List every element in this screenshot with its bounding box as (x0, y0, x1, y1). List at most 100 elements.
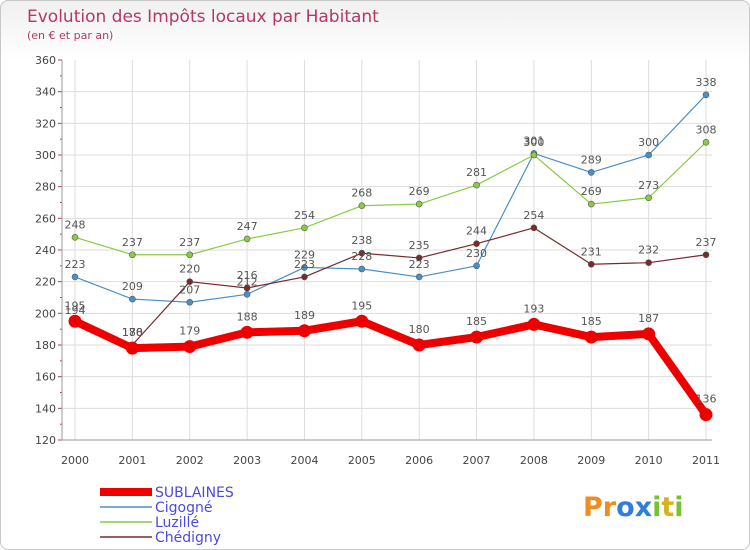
data-label: 216 (237, 269, 258, 282)
data-point (473, 240, 480, 247)
data-label: 254 (294, 209, 315, 222)
legend-label: SUBLAINES (155, 485, 234, 501)
legend-label: Cigogné (155, 500, 213, 516)
data-point (470, 330, 484, 344)
logo-letter: i (674, 492, 683, 523)
y-tick-label: 120 (35, 434, 56, 447)
x-tick-label: 2001 (118, 454, 146, 467)
data-point (645, 194, 652, 202)
data-label: 244 (466, 225, 487, 238)
data-label: 228 (351, 250, 372, 263)
data-label: 220 (179, 263, 200, 276)
data-point (301, 224, 308, 232)
legend-label: Chédigny (155, 530, 221, 546)
data-point (412, 338, 426, 352)
logo-letter: x (635, 492, 652, 523)
data-label: 268 (351, 187, 372, 200)
data-point (301, 273, 308, 281)
x-tick-label: 2007 (463, 454, 491, 467)
data-point (527, 317, 541, 331)
data-point (702, 251, 710, 259)
data-label: 187 (638, 312, 659, 325)
data-label: 179 (179, 325, 200, 338)
y-tick-label: 180 (35, 339, 56, 352)
data-label: 188 (237, 310, 258, 323)
x-tick-label: 2011 (692, 454, 720, 467)
data-label: 223 (65, 258, 86, 271)
data-point (243, 284, 251, 292)
data-point (587, 260, 595, 268)
data-labels: 223 209 207 212 229 228 223 230 301 289 300 338 248 2… (65, 76, 717, 406)
data-label: 289 (581, 153, 602, 166)
data-label: 195 (351, 299, 372, 312)
data-point (587, 169, 595, 176)
data-label: 223 (409, 258, 430, 271)
x-tick-label: 2004 (290, 454, 318, 467)
data-point (358, 202, 366, 209)
data-point (645, 259, 652, 266)
data-point (240, 325, 254, 339)
data-point (125, 341, 139, 355)
data-point (702, 139, 710, 146)
data-label: 189 (294, 309, 315, 322)
data-point (68, 314, 82, 328)
data-point (473, 181, 480, 189)
data-point (473, 262, 480, 270)
data-point (415, 200, 423, 208)
logo-letter: i (652, 492, 661, 523)
data-point (71, 234, 79, 241)
data-point (642, 327, 656, 341)
data-label: 248 (65, 218, 86, 231)
data-point (129, 295, 136, 303)
data-label: 223 (294, 258, 315, 271)
y-tick-label: 140 (35, 402, 56, 415)
logo-letter: t (661, 492, 674, 523)
y-tick-label: 280 (35, 181, 56, 194)
data-point (129, 251, 136, 259)
data-label: 185 (581, 315, 602, 328)
y-tick-label: 160 (35, 371, 56, 384)
data-point (186, 298, 194, 306)
logo-letter: P (583, 492, 603, 523)
data-label: 308 (696, 123, 717, 136)
series-line-cigogné (74, 94, 707, 303)
data-point (358, 249, 366, 257)
data-point (702, 91, 710, 99)
data-label: 247 (237, 220, 258, 233)
logo-letter: o (616, 492, 635, 523)
data-point (415, 254, 423, 262)
x-tick-label: 2009 (577, 454, 605, 467)
proxiti-logo: Proxiti (583, 492, 684, 523)
data-label: 180 (122, 326, 143, 339)
x-tick-label: 2002 (176, 454, 204, 467)
x-tick-label: 2005 (348, 454, 376, 467)
data-label: 254 (523, 209, 544, 222)
series-line-chédigny (74, 227, 707, 346)
data-point (699, 408, 713, 422)
chart-subtitle: (en € et par an) (27, 29, 113, 42)
data-label: 231 (581, 245, 602, 258)
data-label: 273 (638, 179, 659, 192)
series-line-luzillé (74, 141, 707, 256)
x-tick-label: 2006 (405, 454, 433, 467)
series-line-sublaines (71, 317, 710, 419)
x-tick-label: 2010 (635, 454, 663, 467)
data-label: 238 (351, 234, 372, 247)
series (68, 91, 713, 422)
data-point (645, 151, 652, 159)
data-point (183, 340, 197, 354)
x-tick-label: 2000 (61, 454, 89, 467)
y-tick-label: 300 (35, 149, 56, 162)
data-label: 185 (466, 315, 487, 328)
data-label: 301 (523, 134, 544, 147)
data-point (186, 278, 194, 285)
y-tick-label: 220 (35, 276, 56, 289)
data-label: 269 (409, 185, 430, 198)
data-point (243, 291, 251, 298)
y-tick-label: 240 (35, 244, 56, 257)
data-label: 300 (523, 136, 544, 149)
data-label: 195 (65, 299, 86, 312)
data-label: 237 (696, 236, 717, 249)
data-point (415, 273, 423, 281)
